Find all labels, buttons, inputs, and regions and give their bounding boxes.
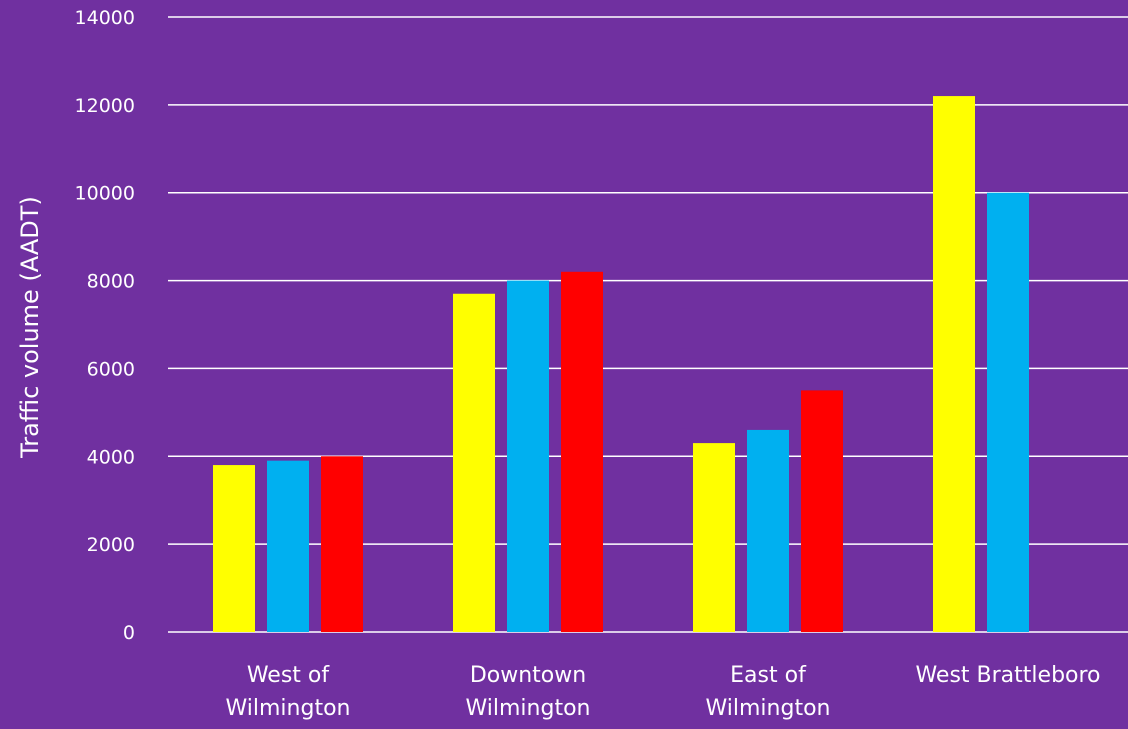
bar <box>987 192 1029 632</box>
bar <box>453 293 495 632</box>
bars <box>213 96 1029 633</box>
bar <box>213 465 255 632</box>
y-tick-label: 14000 <box>75 7 135 29</box>
bar <box>747 429 789 632</box>
y-tick-label: 10000 <box>75 183 135 205</box>
bar <box>561 271 603 632</box>
y-tick-label: 12000 <box>75 95 135 117</box>
y-tick-label: 6000 <box>87 358 135 380</box>
y-axis-label: Traffic volume (AADT) <box>16 196 44 459</box>
bar <box>507 280 549 632</box>
bar <box>693 443 735 632</box>
y-tick-label: 8000 <box>87 271 135 293</box>
y-tick-label: 0 <box>123 622 135 644</box>
y-axis-ticks: 0 2000 4000 6000 8000 10000 12000 14000 <box>75 7 135 644</box>
bar <box>321 456 363 632</box>
x-tick-label: East of Wilmington <box>706 663 831 721</box>
x-tick-label: West Brattleboro <box>915 663 1100 688</box>
gridlines <box>168 16 1128 633</box>
bar <box>801 390 843 632</box>
y-tick-label: 2000 <box>87 534 135 556</box>
bar <box>267 460 309 632</box>
x-tick-label: Downtown Wilmington <box>466 663 591 721</box>
y-tick-label: 4000 <box>87 446 135 468</box>
x-axis-ticks: West of Wilmington Downtown Wilmington East … <box>226 663 1101 721</box>
x-tick-label: West of Wilmington <box>226 663 351 721</box>
bar <box>933 96 975 633</box>
